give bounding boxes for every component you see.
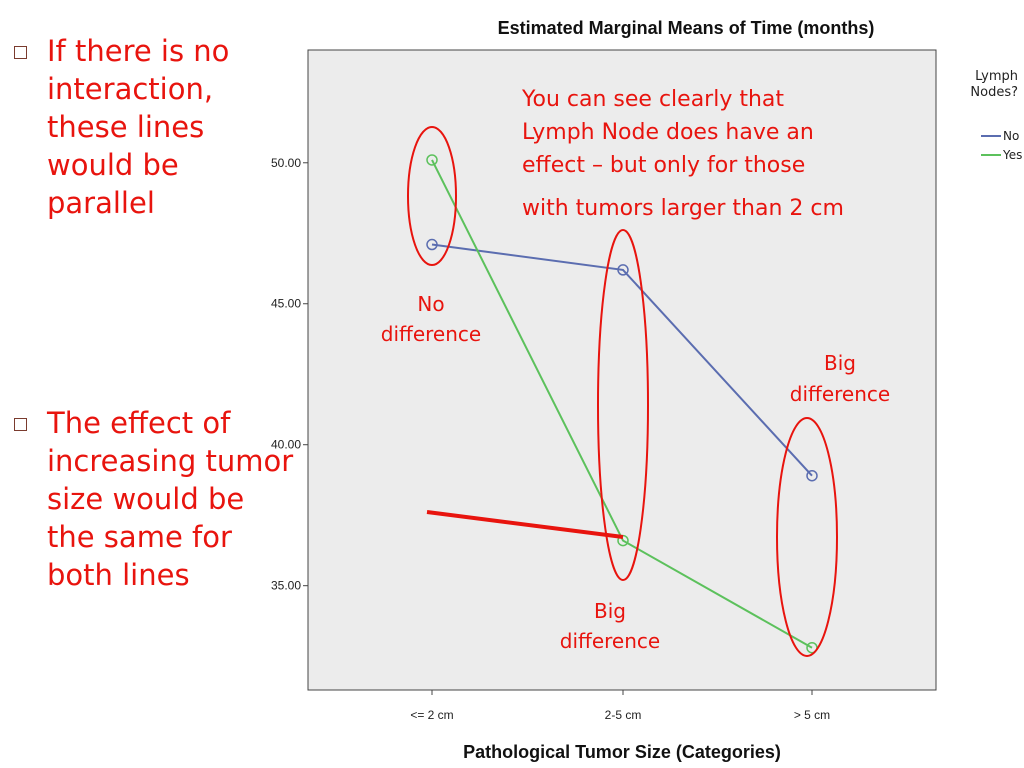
legend-entry: No [1003, 129, 1019, 143]
annotation-big-difference-right: Big difference [790, 351, 890, 406]
slide-bullets: If there is no interaction, these lines … [0, 0, 320, 768]
annotation-line: No [417, 292, 444, 316]
bullet-effect-same: The effect of increasing tumor size woul… [14, 404, 293, 594]
pointer-line [426, 510, 624, 539]
series-layer [426, 154, 818, 654]
series-line-no [431, 243, 813, 477]
y-tick-label: 40.00 [271, 438, 301, 452]
bullet-parallel-lines: If there is no interaction, these lines … [14, 32, 229, 222]
annotation-line: Big [594, 599, 626, 623]
series-line-yes [431, 159, 813, 649]
data-point-no [617, 264, 629, 276]
annotation-main: You can see clearly that Lymph Node does… [521, 87, 844, 221]
legend-entry: Yes [1002, 148, 1022, 162]
legend-title: Nodes? [970, 85, 1018, 100]
annotation-line: with tumors larger than 2 cm [522, 196, 844, 221]
data-point-no [806, 469, 818, 482]
annotation-line: difference [381, 322, 481, 346]
annotation-line: difference [560, 629, 660, 653]
chart-title: Estimated Marginal Means of Time (months… [498, 18, 875, 38]
highlight-ellipse-right [776, 417, 838, 657]
annotation-line: effect – but only for those [522, 153, 805, 178]
x-axis-label: Pathological Tumor Size (Categories) [463, 742, 781, 762]
annotation-line: Lymph Node does have an [522, 120, 814, 145]
annotation-line: You can see clearly that [521, 87, 784, 112]
annotation-big-difference-mid: Big difference [560, 599, 660, 653]
x-tick-label: 2-5 cm [605, 708, 642, 722]
bullet-square-icon [14, 418, 27, 431]
annotation-line: Big [824, 351, 856, 375]
y-tick-label: 35.00 [271, 579, 301, 593]
highlight-ellipse-left [407, 126, 457, 266]
y-tick-label: 45.00 [271, 297, 301, 311]
x-tick-label: <= 2 cm [410, 708, 453, 722]
legend-title: Lymph [975, 69, 1018, 84]
x-tick-label: > 5 cm [794, 708, 830, 722]
data-point-no [426, 238, 438, 251]
bullet-square-icon [14, 46, 27, 59]
y-tick-label: 50.00 [271, 156, 301, 170]
data-point-yes [426, 154, 438, 166]
annotation-no-difference: No difference [381, 292, 481, 346]
annotation-line: difference [790, 382, 890, 406]
bullet-text: If there is no interaction, these lines … [47, 34, 230, 220]
annotations: You can see clearly that Lymph Node does… [381, 87, 890, 657]
highlight-ellipse-middle [597, 229, 649, 581]
bullet-text: The effect of increasing tumor size woul… [47, 406, 294, 592]
axes: 35.00 40.00 45.00 50.00 <= 2 cm 2-5 cm > 5 cm [271, 156, 830, 722]
